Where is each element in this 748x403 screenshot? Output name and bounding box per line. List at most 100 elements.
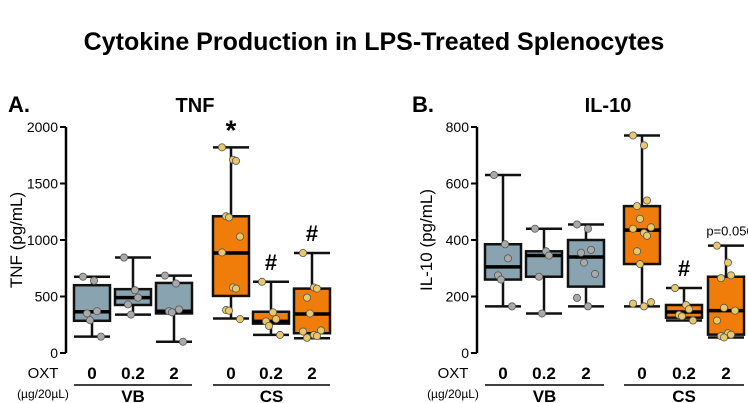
data-point xyxy=(629,224,638,233)
data-point xyxy=(633,202,642,211)
data-point xyxy=(629,299,638,308)
data-point xyxy=(591,269,600,278)
data-point xyxy=(178,337,187,346)
data-point xyxy=(124,300,133,309)
data-point xyxy=(535,272,544,281)
box-iqr xyxy=(483,242,523,281)
group-label: VB xyxy=(121,387,145,403)
data-point xyxy=(312,284,321,293)
x-tick-label: 0.2 xyxy=(121,364,145,383)
data-point xyxy=(689,316,698,325)
box-iqr xyxy=(211,215,251,298)
x-tick-label: 0 xyxy=(498,364,507,383)
data-point xyxy=(636,214,645,223)
x-tick-label: 0 xyxy=(637,364,646,383)
data-point xyxy=(316,326,325,335)
data-point xyxy=(643,196,652,205)
y-tick-label: 0 xyxy=(461,345,469,361)
data-point xyxy=(275,330,284,339)
data-point xyxy=(671,284,680,293)
significance-annotation: p=0.056 xyxy=(706,224,748,239)
box-vb-2 xyxy=(566,220,606,311)
x-axis-unit: (µg/20µL) xyxy=(427,387,479,401)
data-point xyxy=(640,141,649,150)
box-cs-0.2: # xyxy=(664,256,704,325)
data-point xyxy=(538,309,547,318)
x-axis-label: OXT xyxy=(438,365,469,382)
data-point xyxy=(133,293,142,302)
x-tick-label: 0 xyxy=(87,364,96,383)
data-point xyxy=(264,321,273,330)
y-tick-label: 600 xyxy=(446,176,470,192)
box-iqr xyxy=(72,283,112,323)
data-point xyxy=(633,247,642,256)
data-point xyxy=(312,332,321,341)
data-point xyxy=(647,298,656,307)
group-label: VB xyxy=(533,387,557,403)
y-tick-label: 500 xyxy=(35,289,59,305)
data-point xyxy=(130,286,139,295)
y-tick-label: 0 xyxy=(50,345,58,361)
data-point xyxy=(127,310,136,319)
data-point xyxy=(727,330,736,339)
y-tick-label: 1500 xyxy=(27,176,58,192)
panel-label: B. xyxy=(412,92,434,117)
data-point xyxy=(640,302,649,311)
data-point xyxy=(217,248,226,257)
group-label: CS xyxy=(672,387,696,403)
data-point xyxy=(727,271,736,280)
data-point xyxy=(224,306,233,315)
data-point xyxy=(257,277,266,286)
data-point xyxy=(507,302,516,311)
significance-annotation: * xyxy=(226,114,237,145)
y-axis-label: IL-10 (pg/mL) xyxy=(417,189,436,291)
data-point xyxy=(90,276,99,285)
data-point xyxy=(231,156,240,165)
box-cs-2: # xyxy=(292,221,332,342)
data-point xyxy=(174,305,183,314)
data-point xyxy=(171,279,180,288)
figure-title: Cytokine Production in LPS-Treated Splen… xyxy=(84,28,665,56)
data-point xyxy=(224,213,233,222)
data-point xyxy=(500,240,509,249)
data-point xyxy=(629,131,638,140)
data-point xyxy=(160,271,169,280)
panel-tnf: A. TNF TNF (pg/mL) 0 500 1000 1500 2000 0 0.2 2 * 0 #… xyxy=(7,92,332,403)
data-point xyxy=(584,302,593,311)
data-point xyxy=(573,293,582,302)
data-point xyxy=(83,309,92,318)
data-point xyxy=(120,253,129,262)
data-point xyxy=(86,316,95,325)
x-tick-label: 0.2 xyxy=(672,364,696,383)
y-tick-label: 200 xyxy=(446,289,470,305)
y-tick-label: 400 xyxy=(446,232,470,248)
data-point xyxy=(545,251,554,260)
box-vb-0 xyxy=(72,272,112,341)
significance-annotation: # xyxy=(678,256,690,281)
panel-title: IL-10 xyxy=(585,95,632,117)
box-vb-0.2 xyxy=(113,253,153,319)
data-point xyxy=(643,231,652,240)
box-cs-2: p=0.056 xyxy=(706,224,748,342)
data-point xyxy=(580,258,589,267)
data-point xyxy=(302,293,311,302)
x-tick-label: 0.2 xyxy=(532,364,556,383)
x-tick-label: 2 xyxy=(581,364,590,383)
data-point xyxy=(587,245,596,254)
data-point xyxy=(298,327,307,336)
data-point xyxy=(720,333,729,342)
data-point xyxy=(79,272,88,281)
data-point xyxy=(713,316,722,325)
panel-title: TNF xyxy=(176,95,215,117)
box-vb-0 xyxy=(483,171,523,311)
y-tick-label: 1000 xyxy=(27,232,58,248)
data-point xyxy=(678,312,687,321)
data-point xyxy=(647,223,656,232)
y-axis-label: TNF (pg/mL) xyxy=(7,192,26,288)
data-point xyxy=(271,315,280,324)
data-point xyxy=(636,260,645,269)
box-vb-0.2 xyxy=(524,224,564,318)
panel-il-10: B. IL-10 IL-10 (pg/mL) 0 200 400 600 800 0 0.2 2 0 #… xyxy=(412,92,748,403)
data-point xyxy=(235,315,244,324)
